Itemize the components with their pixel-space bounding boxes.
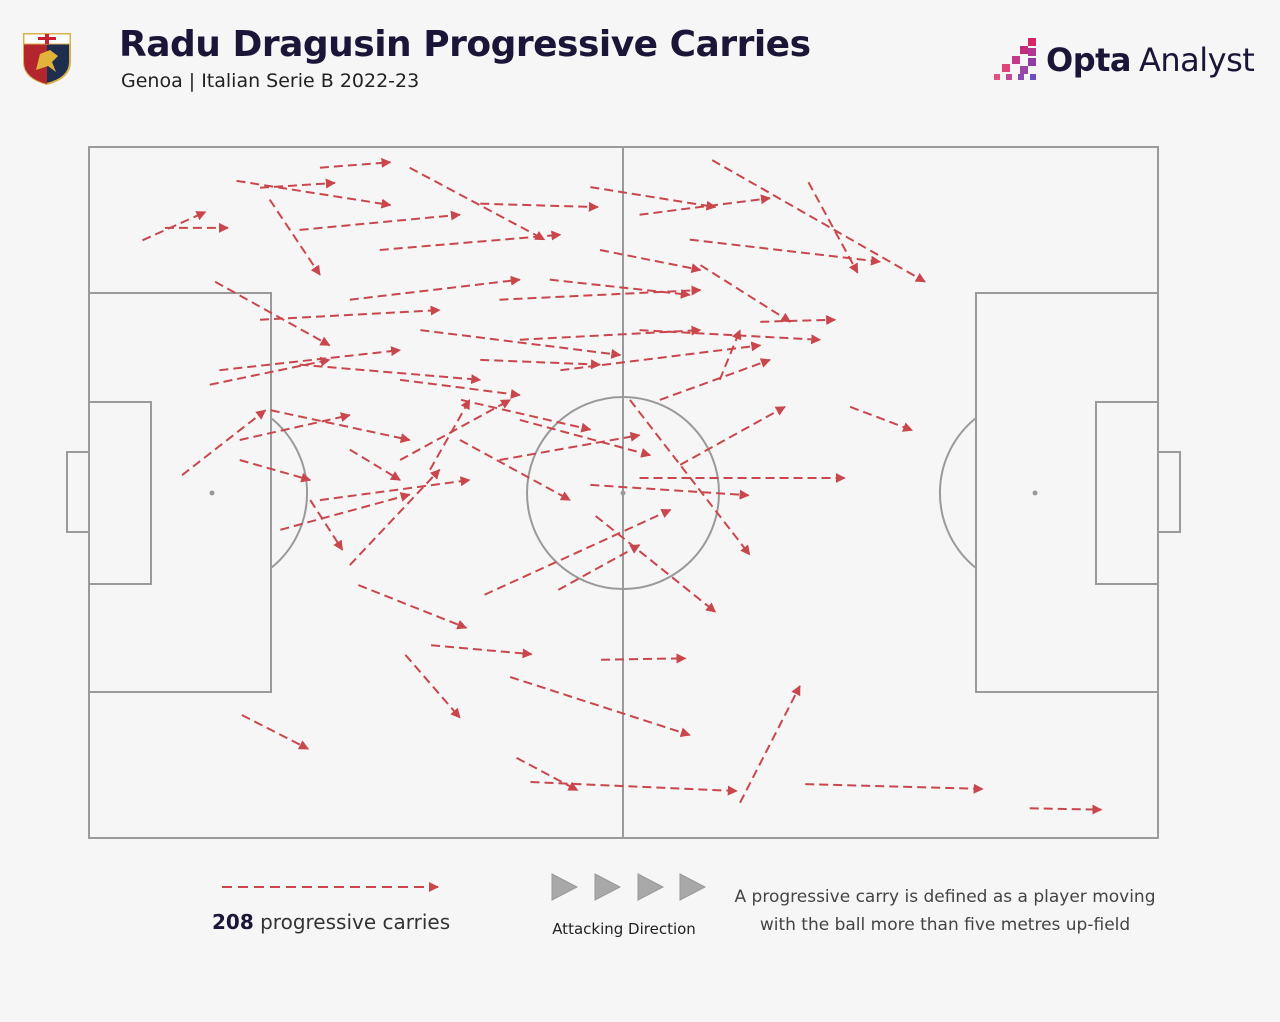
carry-arrow bbox=[689, 238, 882, 266]
carry-arrow bbox=[209, 356, 331, 386]
carry-arrow bbox=[349, 275, 521, 301]
carry-arrow bbox=[484, 508, 672, 596]
carry-arrow bbox=[560, 341, 762, 372]
carry-arrow bbox=[760, 315, 837, 325]
carry-arrow bbox=[599, 248, 702, 274]
carries-layer bbox=[142, 157, 1103, 815]
carry-arrow bbox=[429, 399, 471, 471]
carry-arrow bbox=[601, 653, 687, 664]
carry-arrow bbox=[349, 468, 441, 566]
carry-arrow bbox=[379, 230, 562, 251]
carry-arrow bbox=[480, 358, 601, 370]
carry-arrow bbox=[516, 756, 579, 792]
direction-triangle-icon bbox=[637, 873, 665, 901]
carry-arrow bbox=[399, 378, 521, 399]
carry-arrow bbox=[239, 459, 312, 483]
definition-line-1: A progressive carry is defined as a play… bbox=[734, 887, 1156, 907]
carry-arrow bbox=[519, 325, 702, 341]
left-penalty-spot bbox=[209, 490, 215, 496]
carry-arrow bbox=[590, 186, 717, 211]
carry-arrow bbox=[499, 285, 702, 301]
left-six-yard-box bbox=[88, 401, 152, 585]
carry-arrow bbox=[711, 159, 926, 283]
opta-pixel-icon bbox=[994, 38, 1036, 80]
carry-arrow bbox=[181, 409, 267, 477]
carry-arrow bbox=[319, 476, 471, 502]
carry-arrow bbox=[718, 329, 742, 381]
carry-arrow bbox=[404, 654, 461, 719]
carry-arrow bbox=[241, 714, 310, 750]
carry-arrow bbox=[268, 198, 321, 276]
brand-opta: Opta bbox=[1046, 41, 1132, 79]
carry-arrow bbox=[420, 329, 622, 359]
carry-arrow bbox=[679, 405, 786, 466]
carry-arrow bbox=[270, 409, 411, 443]
genoa-crest-logo bbox=[22, 32, 72, 90]
attacking-direction-triangles bbox=[551, 873, 707, 901]
carry-arrow bbox=[590, 483, 750, 500]
carry-arrow bbox=[509, 676, 691, 738]
opta-analyst-logo: Opta Analyst bbox=[992, 38, 1255, 82]
carry-arrow bbox=[659, 358, 771, 401]
carry-arrow bbox=[399, 399, 512, 461]
carry-arrow bbox=[699, 264, 792, 323]
carry-arrow bbox=[259, 178, 336, 189]
carry-arrow bbox=[319, 157, 392, 169]
definition-line-2: with the ball more than five metres up-f… bbox=[759, 915, 1131, 935]
page-title: Radu Dragusin Progressive Carries bbox=[119, 24, 811, 65]
carry-arrow bbox=[430, 644, 533, 659]
carry-arrow bbox=[409, 166, 546, 241]
carry-arrow bbox=[519, 418, 652, 458]
carry-arrow bbox=[549, 278, 691, 299]
carry-count-label: progressive carries bbox=[260, 910, 451, 934]
carry-arrow bbox=[239, 412, 351, 441]
left-penalty-arc bbox=[270, 417, 309, 569]
right-six-yard-box bbox=[1095, 401, 1159, 585]
carry-arrow bbox=[358, 584, 468, 630]
carry-arrow bbox=[214, 280, 331, 347]
carry-arrow bbox=[259, 305, 441, 321]
right-penalty-arc bbox=[938, 417, 977, 569]
carry-arrow bbox=[459, 439, 571, 501]
attacking-direction-label: Attacking Direction bbox=[552, 920, 696, 938]
left-penalty-area bbox=[88, 292, 272, 693]
carry-arrow bbox=[739, 685, 801, 804]
carry-arrow bbox=[499, 431, 641, 462]
carry-arrow bbox=[557, 544, 641, 591]
carry-arrow bbox=[349, 448, 401, 481]
carry-arrow bbox=[480, 201, 599, 212]
direction-triangle-icon bbox=[679, 873, 707, 901]
carry-arrow bbox=[805, 783, 984, 794]
carry-count-legend: 208 progressive carries bbox=[212, 910, 450, 934]
centre-spot bbox=[620, 490, 626, 496]
carry-arrow bbox=[236, 179, 392, 209]
carry-count: 208 bbox=[212, 910, 254, 934]
brand-analyst: Analyst bbox=[1139, 41, 1255, 79]
carry-arrow bbox=[219, 346, 402, 372]
direction-triangle-icon bbox=[551, 873, 579, 901]
carry-arrow bbox=[142, 211, 207, 242]
carry-arrow bbox=[629, 399, 751, 556]
carry-arrow bbox=[639, 329, 822, 345]
carry-arrow bbox=[595, 515, 717, 613]
carry-arrow bbox=[299, 210, 461, 231]
right-goal bbox=[1157, 451, 1181, 533]
left-goal bbox=[66, 451, 90, 533]
right-penalty-area bbox=[975, 292, 1159, 693]
carry-definition: A progressive carry is defined as a play… bbox=[720, 883, 1170, 939]
carry-arrow bbox=[460, 398, 592, 433]
carry-arrow bbox=[280, 492, 411, 531]
page-subtitle: Genoa | Italian Serie B 2022-23 bbox=[121, 70, 420, 92]
carry-arrow bbox=[530, 781, 738, 796]
carry-arrow bbox=[1029, 804, 1103, 815]
carry-arrow bbox=[309, 499, 344, 551]
direction-triangle-icon bbox=[594, 873, 622, 901]
carry-arrow bbox=[639, 194, 771, 216]
right-penalty-spot bbox=[1032, 490, 1038, 496]
carry-arrow bbox=[849, 405, 914, 432]
carry-arrow bbox=[299, 363, 482, 385]
